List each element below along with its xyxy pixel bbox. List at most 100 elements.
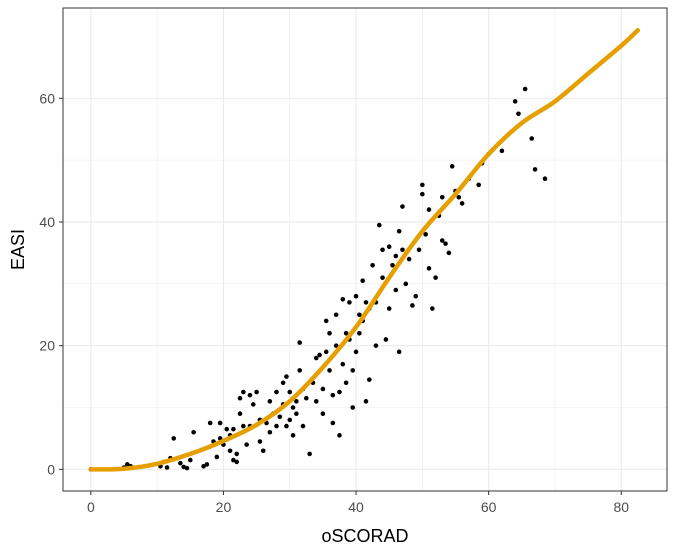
data-point bbox=[383, 337, 389, 342]
data-point bbox=[363, 300, 369, 305]
data-point bbox=[254, 389, 259, 395]
data-point bbox=[333, 312, 339, 318]
data-point bbox=[449, 164, 455, 169]
data-point bbox=[337, 433, 342, 438]
data-point bbox=[400, 247, 405, 253]
data-point bbox=[313, 399, 319, 404]
data-point bbox=[350, 368, 356, 373]
data-point bbox=[187, 457, 193, 463]
y-tick-label: 0 bbox=[47, 461, 55, 477]
data-point bbox=[386, 306, 392, 311]
data-point bbox=[333, 343, 339, 348]
data-point bbox=[164, 465, 170, 470]
data-point bbox=[529, 136, 535, 141]
x-tick-label: 80 bbox=[613, 499, 629, 515]
x-axis-ticks: 0 20 40 60 80 bbox=[87, 491, 629, 515]
data-point bbox=[426, 266, 432, 271]
data-point bbox=[290, 433, 296, 438]
data-point bbox=[446, 250, 452, 256]
data-point bbox=[420, 182, 425, 188]
data-point bbox=[363, 399, 369, 404]
data-point bbox=[512, 99, 518, 104]
data-point bbox=[323, 318, 329, 324]
data-point bbox=[287, 389, 293, 395]
data-point bbox=[459, 201, 465, 206]
data-point bbox=[367, 377, 372, 382]
data-point bbox=[516, 111, 521, 117]
y-axis-title: EASI bbox=[8, 229, 28, 270]
data-point bbox=[277, 414, 283, 420]
data-point bbox=[390, 262, 395, 268]
data-point bbox=[327, 330, 332, 336]
data-point bbox=[214, 454, 220, 460]
data-point bbox=[207, 420, 213, 426]
data-point bbox=[227, 448, 233, 454]
data-point bbox=[284, 374, 289, 379]
data-point bbox=[353, 293, 359, 299]
data-point bbox=[522, 86, 528, 92]
data-point bbox=[171, 436, 177, 441]
x-tick-label: 60 bbox=[481, 499, 497, 515]
data-point bbox=[178, 460, 183, 466]
data-point bbox=[396, 228, 402, 234]
data-point bbox=[244, 442, 249, 447]
trend-line bbox=[88, 28, 641, 472]
data-point bbox=[386, 244, 392, 250]
data-point bbox=[323, 349, 329, 355]
data-point bbox=[400, 204, 405, 209]
data-point bbox=[439, 194, 445, 200]
data-point bbox=[237, 395, 243, 401]
data-point bbox=[320, 411, 326, 416]
data-point bbox=[429, 306, 435, 311]
data-point bbox=[204, 462, 210, 467]
data-point bbox=[357, 330, 362, 336]
data-point bbox=[410, 303, 415, 308]
data-point bbox=[280, 380, 286, 386]
data-point bbox=[380, 275, 385, 280]
data-point bbox=[313, 355, 319, 361]
data-point bbox=[274, 423, 279, 429]
data-point bbox=[396, 349, 402, 355]
data-point bbox=[403, 281, 409, 287]
y-tick-label: 60 bbox=[39, 90, 55, 106]
data-point bbox=[237, 411, 243, 416]
data-point bbox=[294, 399, 299, 404]
data-point bbox=[217, 420, 223, 426]
data-point bbox=[393, 287, 399, 293]
data-point bbox=[241, 389, 246, 395]
data-point bbox=[231, 426, 236, 432]
data-point bbox=[247, 392, 253, 398]
data-point bbox=[307, 451, 312, 457]
data-point bbox=[300, 423, 306, 429]
data-point bbox=[267, 429, 273, 435]
data-point bbox=[360, 278, 365, 284]
data-point bbox=[290, 405, 296, 410]
panel-border bbox=[62, 7, 668, 492]
data-point bbox=[297, 368, 302, 373]
data-point bbox=[284, 423, 289, 429]
data-point bbox=[476, 182, 482, 188]
data-point bbox=[250, 402, 256, 407]
data-point bbox=[456, 194, 462, 200]
data-point bbox=[340, 361, 346, 367]
x-tick-label: 0 bbox=[87, 499, 95, 515]
grid-major bbox=[63, 8, 667, 491]
data-point bbox=[376, 222, 382, 228]
data-point bbox=[357, 312, 362, 318]
x-tick-label: 20 bbox=[216, 499, 232, 515]
y-axis-ticks: 0 20 40 60 bbox=[39, 90, 63, 477]
data-point bbox=[337, 389, 342, 395]
data-point bbox=[327, 368, 332, 373]
data-point bbox=[294, 411, 299, 416]
data-point bbox=[443, 241, 448, 246]
data-point bbox=[343, 380, 349, 386]
data-point bbox=[413, 293, 419, 299]
data-point bbox=[297, 340, 302, 345]
x-axis-title: oSCORAD bbox=[321, 526, 408, 546]
data-point bbox=[320, 386, 326, 392]
data-point bbox=[433, 275, 438, 280]
data-point bbox=[224, 426, 230, 432]
trend-line-layer bbox=[88, 28, 641, 472]
data-point bbox=[304, 395, 309, 401]
